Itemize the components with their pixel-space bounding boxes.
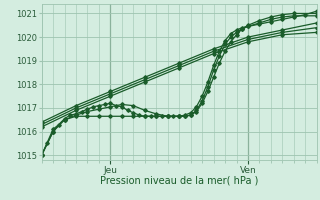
X-axis label: Pression niveau de la mer( hPa ): Pression niveau de la mer( hPa ) <box>100 176 258 186</box>
